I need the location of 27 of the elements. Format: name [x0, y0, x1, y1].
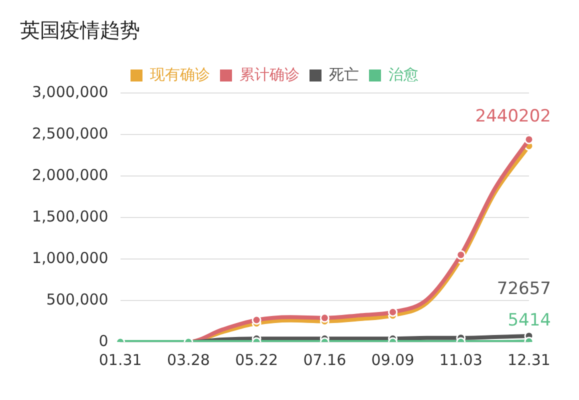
y-tick-label: 3,000,000: [32, 82, 108, 101]
y-tick-label: 1,000,000: [32, 248, 108, 267]
legend-label: 现有确诊: [150, 65, 210, 84]
y-tick-label: 0: [98, 332, 108, 350]
y-tick-label: 2,000,000: [32, 166, 108, 184]
point: [388, 307, 398, 317]
data-label: 72657: [496, 278, 551, 299]
data-label: 5414: [508, 310, 551, 330]
chart-title: 英国疫情趋势: [20, 18, 140, 42]
point: [524, 134, 534, 144]
point: [456, 250, 466, 260]
x-tick-label: 01.31: [98, 350, 142, 369]
legend-label: 死亡: [329, 65, 359, 84]
y-tick-label: 1,500,000: [32, 207, 108, 226]
legend-label: 累计确诊: [240, 65, 300, 84]
x-tick-label: 07.16: [303, 350, 346, 369]
point: [252, 315, 262, 325]
x-tick-label: 03.28: [166, 350, 210, 369]
x-tick-label: 09.09: [371, 350, 414, 369]
point: [320, 313, 330, 323]
legend-label: 治愈: [388, 65, 418, 84]
x-tick-label: 05.22: [235, 350, 278, 369]
x-tick-label: 11.03: [439, 350, 482, 369]
y-tick-label: 500,000: [46, 290, 108, 308]
y-tick-label: 2,500,000: [32, 124, 108, 142]
data-label: 2440202: [475, 106, 551, 126]
x-tick-label: 12.31: [508, 350, 550, 369]
